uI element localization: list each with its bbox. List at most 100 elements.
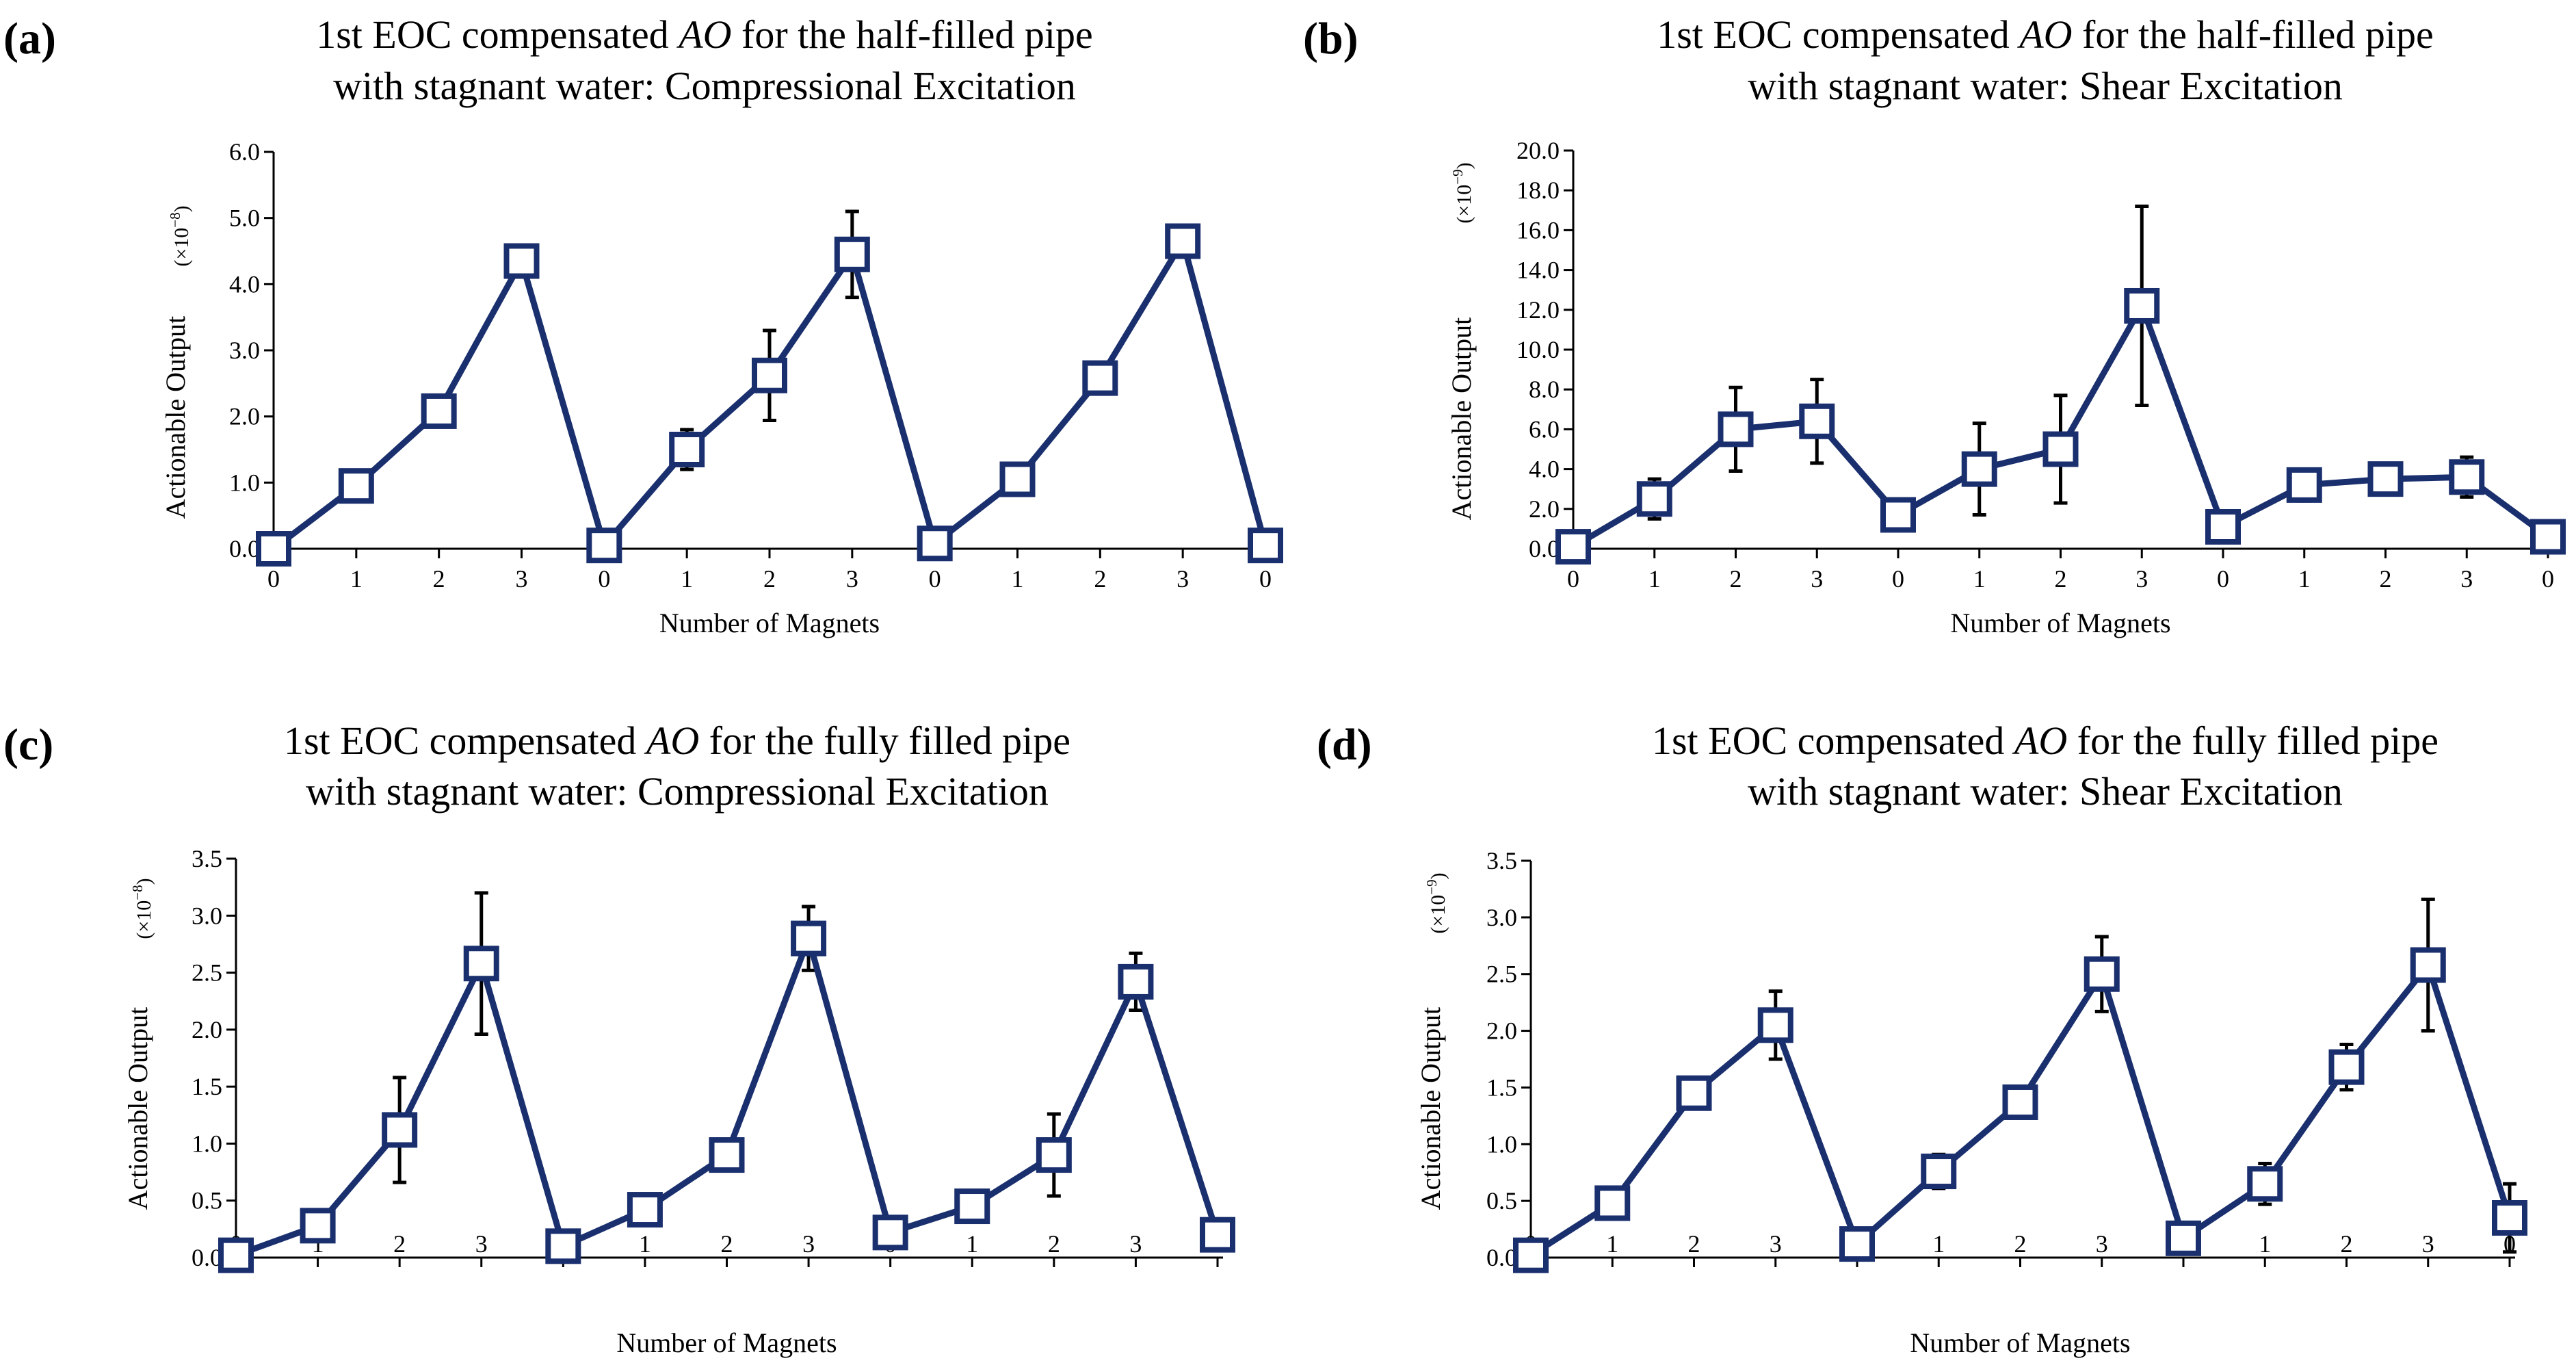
x-tick-label: 1	[2298, 565, 2311, 593]
data-point-marker	[2449, 459, 2485, 495]
data-point-marker	[2367, 461, 2404, 497]
y-tick-label: 0.5	[1486, 1187, 1517, 1214]
data-point-marker	[2286, 467, 2322, 503]
chart-title-line-2: with stagnant water: Compressional Excit…	[306, 769, 1049, 814]
x-tick-label: 1	[2259, 1230, 2271, 1258]
data-point-marker	[586, 528, 622, 564]
data-point-marker	[1513, 1237, 1549, 1273]
chart-panel-b: (b) 1st EOC compensated AO for the half-f…	[1303, 12, 2566, 638]
data-point-marker	[338, 468, 374, 504]
data-point-marker	[1594, 1185, 1631, 1221]
series-line	[233, 935, 1221, 1259]
data-point-marker	[1165, 223, 1201, 259]
y-tick-label: 6.0	[229, 138, 260, 166]
y-tick-label: 1.0	[229, 469, 260, 496]
x-tick-label: 0	[1567, 565, 1579, 593]
y-tick-label: 12.0	[1516, 296, 1560, 324]
y-tick-label: 8.0	[1529, 376, 1560, 403]
data-point-marker	[954, 1188, 990, 1225]
x-tick-label: 1	[350, 565, 363, 593]
data-point-marker	[2410, 947, 2446, 983]
data-point-marker	[1555, 529, 1591, 565]
x-tick-label: 2	[2380, 565, 2392, 593]
panel-letter: (b)	[1303, 14, 1358, 64]
x-tick-label: 0	[2217, 565, 2229, 593]
x-tick-label: 1	[1932, 1230, 1945, 1258]
x-tick-label: 0	[267, 565, 280, 593]
x-tick-label: 3	[2460, 565, 2473, 593]
data-point-marker	[545, 1228, 581, 1264]
y-tick-label: 3.5	[192, 845, 222, 872]
chart-title-line-2: with stagnant water: Compressional Excit…	[333, 64, 1076, 108]
chart-title-line-1: 1st EOC compensated AO for the fully fil…	[1652, 718, 2439, 763]
x-tick-label: 0	[1259, 565, 1272, 593]
x-tick-label: 3	[2135, 565, 2148, 593]
data-point-marker	[1118, 963, 1154, 1000]
y-axis-multiplier: (×10−8)	[167, 205, 193, 266]
data-point-marker	[2247, 1166, 2283, 1202]
x-tick-label: 3	[1811, 565, 1823, 593]
x-axis-label: Number of Magnets	[1910, 1327, 2130, 1358]
y-tick-label: 18.0	[1516, 177, 1560, 204]
y-tick-label: 14.0	[1516, 257, 1560, 284]
data-point-marker	[709, 1137, 745, 1173]
x-tick-label: 3	[475, 1230, 488, 1258]
chart-title-line-1: 1st EOC compensated AO for the fully fil…	[284, 718, 1070, 763]
x-tick-label: 3	[1770, 1230, 1782, 1258]
data-point-marker	[1200, 1217, 1235, 1253]
x-tick-label: 2	[1688, 1230, 1700, 1258]
panel-letter: (a)	[3, 14, 56, 64]
y-tick-label: 2.0	[1529, 495, 1560, 523]
data-point-marker	[669, 432, 705, 467]
y-tick-label: 2.5	[1486, 961, 1517, 988]
y-tick-label: 0.0	[1529, 535, 1560, 562]
data-point-marker	[1880, 497, 1916, 533]
x-tick-label: 0	[929, 565, 941, 593]
data-point-marker	[463, 946, 499, 982]
x-tick-label: 0	[2542, 565, 2554, 593]
x-tick-label: 2	[721, 1230, 733, 1258]
x-tick-label: 3	[802, 1230, 815, 1258]
y-tick-label: 1.0	[192, 1130, 222, 1157]
data-point-marker	[2002, 1084, 2038, 1120]
data-point-marker	[1799, 403, 1835, 439]
y-tick-label: 5.0	[229, 205, 260, 232]
data-point-marker	[256, 531, 291, 567]
y-tick-label: 0.0	[192, 1244, 222, 1271]
data-point-marker	[1248, 528, 1283, 564]
data-point-marker	[1757, 1007, 1793, 1043]
y-axis-label: Actionable Output	[1446, 317, 1477, 521]
x-tick-label: 2	[1730, 565, 1742, 593]
data-point-marker	[917, 525, 953, 562]
data-point-marker	[503, 243, 540, 279]
y-tick-label: 16.0	[1516, 216, 1560, 244]
y-axis-label: Actionable Output	[160, 316, 191, 519]
y-axis-label: Actionable Output	[122, 1007, 153, 1210]
chart-title-line-2: with stagnant water: Shear Excitation	[1748, 64, 2343, 108]
y-tick-label: 3.0	[229, 337, 260, 364]
data-point-marker	[1082, 360, 1118, 396]
x-tick-label: 0	[1892, 565, 1904, 593]
y-tick-label: 2.5	[192, 959, 222, 987]
x-tick-label: 3	[1177, 565, 1189, 593]
chart-panel-c: (c) 1st EOC compensated AO for the fully …	[3, 718, 1235, 1358]
x-axis-label: Number of Magnets	[1950, 608, 2170, 638]
chart-title-line-1: 1st EOC compensated AO for the half-fill…	[1657, 12, 2434, 57]
data-point-marker	[999, 461, 1036, 497]
panel-letter: (c)	[3, 720, 53, 770]
y-tick-label: 1.5	[192, 1073, 222, 1100]
x-axis-label: Number of Magnets	[616, 1327, 837, 1358]
x-tick-label: 3	[846, 565, 858, 593]
x-tick-label: 2	[2055, 565, 2067, 593]
x-tick-label: 2	[1048, 1230, 1060, 1258]
y-tick-label: 2.0	[192, 1016, 222, 1043]
data-point-marker	[627, 1192, 663, 1228]
chart-title-line-1: 1st EOC compensated AO for the half-fill…	[316, 12, 1093, 57]
x-tick-label: 2	[1094, 565, 1106, 593]
chart-panel-d: (d) 1st EOC compensated AO for the fully …	[1317, 718, 2527, 1358]
x-tick-label: 2	[393, 1230, 406, 1258]
y-tick-label: 20.0	[1516, 137, 1560, 164]
x-tick-label: 2	[2014, 1230, 2027, 1258]
data-point-marker	[2166, 1220, 2201, 1256]
